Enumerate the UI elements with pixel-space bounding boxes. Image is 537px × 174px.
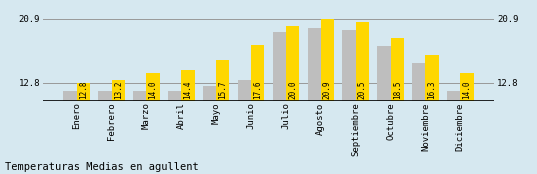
Text: 14.0: 14.0 bbox=[462, 81, 471, 99]
Bar bbox=[308, 28, 321, 101]
Bar bbox=[182, 70, 194, 101]
Text: 20.0: 20.0 bbox=[288, 81, 297, 99]
Bar bbox=[112, 80, 125, 101]
Text: 17.6: 17.6 bbox=[253, 81, 262, 99]
Text: 15.7: 15.7 bbox=[219, 81, 227, 99]
Bar bbox=[216, 60, 229, 101]
Bar bbox=[203, 86, 216, 101]
Bar bbox=[168, 91, 182, 101]
Text: 20.9: 20.9 bbox=[323, 81, 332, 99]
Text: 12.8: 12.8 bbox=[79, 81, 88, 99]
Bar bbox=[238, 80, 251, 101]
Bar bbox=[147, 73, 159, 101]
Text: Temperaturas Medias en agullent: Temperaturas Medias en agullent bbox=[5, 162, 199, 172]
Bar bbox=[63, 91, 77, 101]
Bar bbox=[425, 55, 439, 101]
Bar bbox=[378, 46, 390, 101]
Bar bbox=[343, 30, 355, 101]
Text: 13.2: 13.2 bbox=[114, 81, 123, 99]
Bar bbox=[77, 83, 90, 101]
Bar bbox=[412, 63, 425, 101]
Bar bbox=[133, 91, 147, 101]
Bar bbox=[355, 22, 369, 101]
Text: 18.5: 18.5 bbox=[393, 81, 402, 99]
Text: 14.4: 14.4 bbox=[184, 81, 192, 99]
Bar bbox=[98, 91, 112, 101]
Bar bbox=[251, 45, 264, 101]
Bar bbox=[447, 91, 460, 101]
Text: 20.5: 20.5 bbox=[358, 81, 367, 99]
Text: 14.0: 14.0 bbox=[149, 81, 157, 99]
Bar bbox=[273, 32, 286, 101]
Bar bbox=[390, 38, 404, 101]
Bar bbox=[286, 26, 299, 101]
Bar bbox=[460, 73, 474, 101]
Bar bbox=[321, 19, 334, 101]
Text: 16.3: 16.3 bbox=[427, 81, 437, 99]
